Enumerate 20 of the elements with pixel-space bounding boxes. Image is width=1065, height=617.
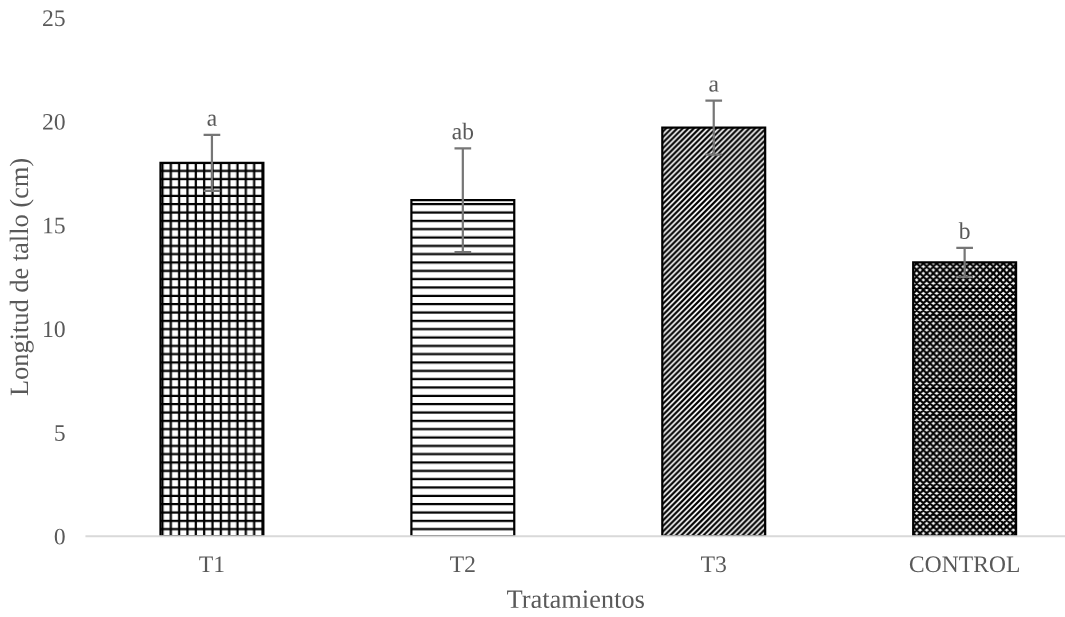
- y-tick-label: 25: [43, 10, 65, 27]
- y-tick-label: 20: [43, 113, 65, 130]
- y-axis-title: Longitud de tallo (cm): [9, 159, 34, 396]
- x-tick-label: T3: [701, 556, 726, 573]
- x-axis-title: Tratamientos: [507, 590, 644, 609]
- y-tick-label: 15: [44, 217, 65, 234]
- x-tick-label: CONTROL: [909, 556, 1019, 573]
- y-tick-label: 0: [54, 528, 65, 545]
- bar: [159, 161, 265, 537]
- bar: [661, 126, 767, 537]
- annotation: a: [207, 114, 217, 126]
- bar: [410, 199, 516, 537]
- x-tick-label: T1: [199, 556, 224, 572]
- annotation: b: [958, 222, 970, 239]
- x-tick-label: T2: [450, 556, 475, 572]
- annotation: a: [709, 80, 719, 92]
- y-tick-label: 10: [44, 321, 65, 338]
- annotation: ab: [452, 122, 474, 140]
- y-tick-label: 5: [55, 425, 65, 441]
- bar: [912, 261, 1018, 537]
